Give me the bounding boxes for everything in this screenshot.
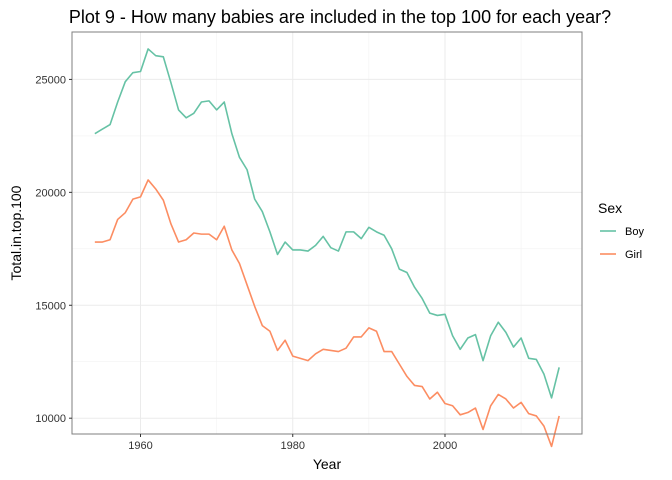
series-line-girl [94,179,560,448]
legend-label-girl: Girl [625,249,642,261]
grid [72,32,582,434]
x-axis-title: Year [313,456,342,472]
series-lines [94,48,560,448]
x-tick-label: 1960 [128,440,152,452]
series-line-boy [94,48,560,399]
plot-panel-border [71,31,583,435]
legend-title: Sex [598,200,622,216]
y-tick-label: 10000 [35,413,66,425]
y-tick-label: 20000 [35,187,66,199]
legend-label-boy: Boy [625,226,644,238]
y-tick-label: 25000 [35,74,66,86]
legend: Sex Boy Girl [598,200,644,261]
y-tick-label: 15000 [35,300,66,312]
chart-title: Plot 9 - How many babies are included in… [69,7,611,27]
axis-ticks: 10000 15000 20000 25000 1960 1980 2000 [35,74,457,452]
x-tick-label: 2000 [433,440,457,452]
x-tick-label: 1980 [281,440,305,452]
y-axis-title: Total.in.top.100 [8,185,24,280]
